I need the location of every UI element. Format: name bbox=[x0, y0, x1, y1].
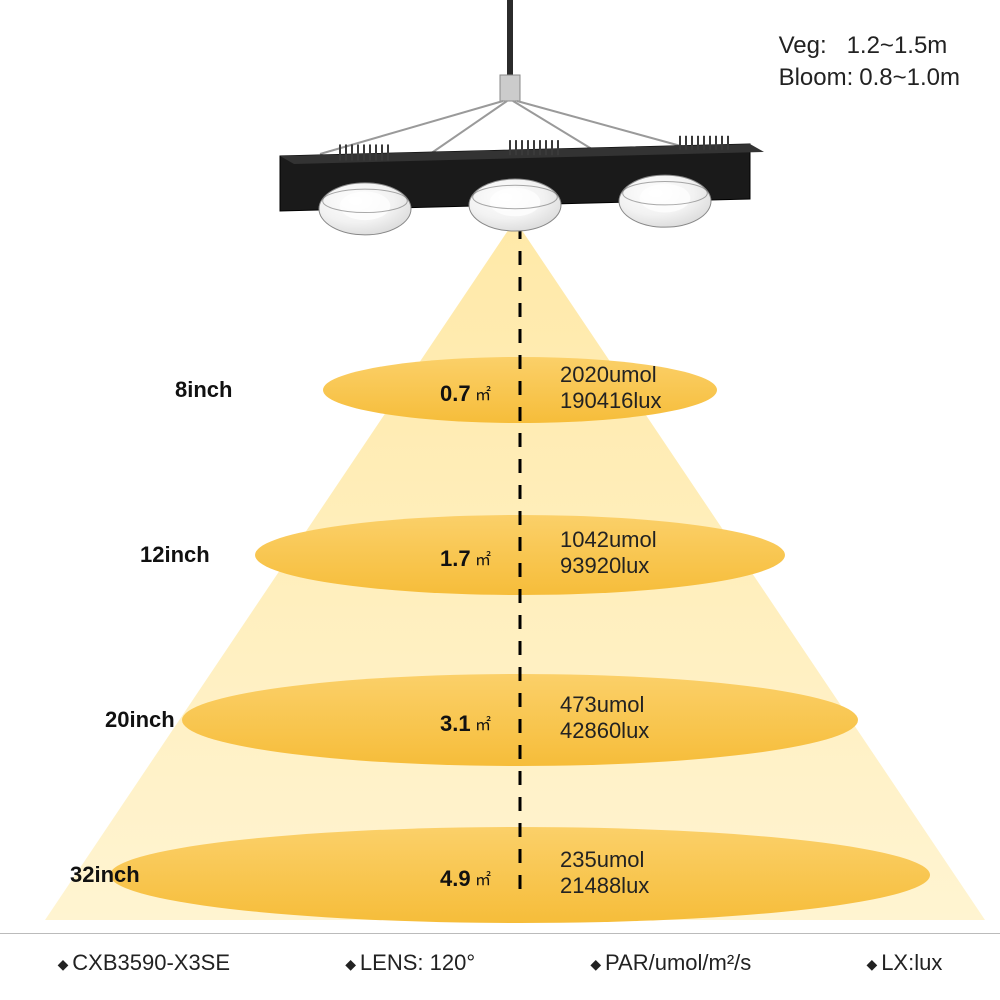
footer-par: PAR/umol/m²/s bbox=[590, 950, 751, 976]
veg-label: Veg: bbox=[779, 30, 841, 62]
coverage-ellipse-1 bbox=[255, 515, 785, 595]
bloom-value: 0.8~1.0m bbox=[859, 62, 960, 94]
bloom-label: Bloom: bbox=[779, 62, 854, 94]
measure-label-2: 473umol42860lux bbox=[560, 692, 649, 745]
hanger-clip bbox=[500, 75, 520, 101]
area-label-3: 4.9 ㎡ bbox=[440, 866, 491, 892]
veg-value: 1.2~1.5m bbox=[847, 30, 948, 62]
measure-label-3: 235umol21488lux bbox=[560, 847, 649, 900]
area-label-0: 0.7 ㎡ bbox=[440, 381, 491, 407]
footer-bar: CXB3590-X3SE LENS: 120° PAR/umol/m²/s LX… bbox=[0, 933, 1000, 976]
measure-label-0: 2020umol190416lux bbox=[560, 362, 662, 415]
area-label-1: 1.7 ㎡ bbox=[440, 546, 491, 572]
area-label-2: 3.1 ㎡ bbox=[440, 711, 491, 737]
footer-model: CXB3590-X3SE bbox=[58, 950, 230, 976]
distance-label-2: 20inch bbox=[105, 707, 175, 733]
measure-label-1: 1042umol93920lux bbox=[560, 527, 657, 580]
footer-lens: LENS: 120° bbox=[345, 950, 475, 976]
footer-lx: LX:lux bbox=[867, 950, 943, 976]
distance-label-1: 12inch bbox=[140, 542, 210, 568]
hanger-wire bbox=[513, 101, 600, 154]
hanging-spec: Veg:1.2~1.5m Bloom:0.8~1.0m bbox=[779, 30, 960, 95]
distance-label-3: 32inch bbox=[70, 862, 140, 888]
diagram-svg bbox=[0, 0, 1000, 1000]
distance-label-0: 8inch bbox=[175, 377, 232, 403]
hanger-wire bbox=[430, 101, 507, 154]
hanger-wire bbox=[320, 101, 503, 154]
